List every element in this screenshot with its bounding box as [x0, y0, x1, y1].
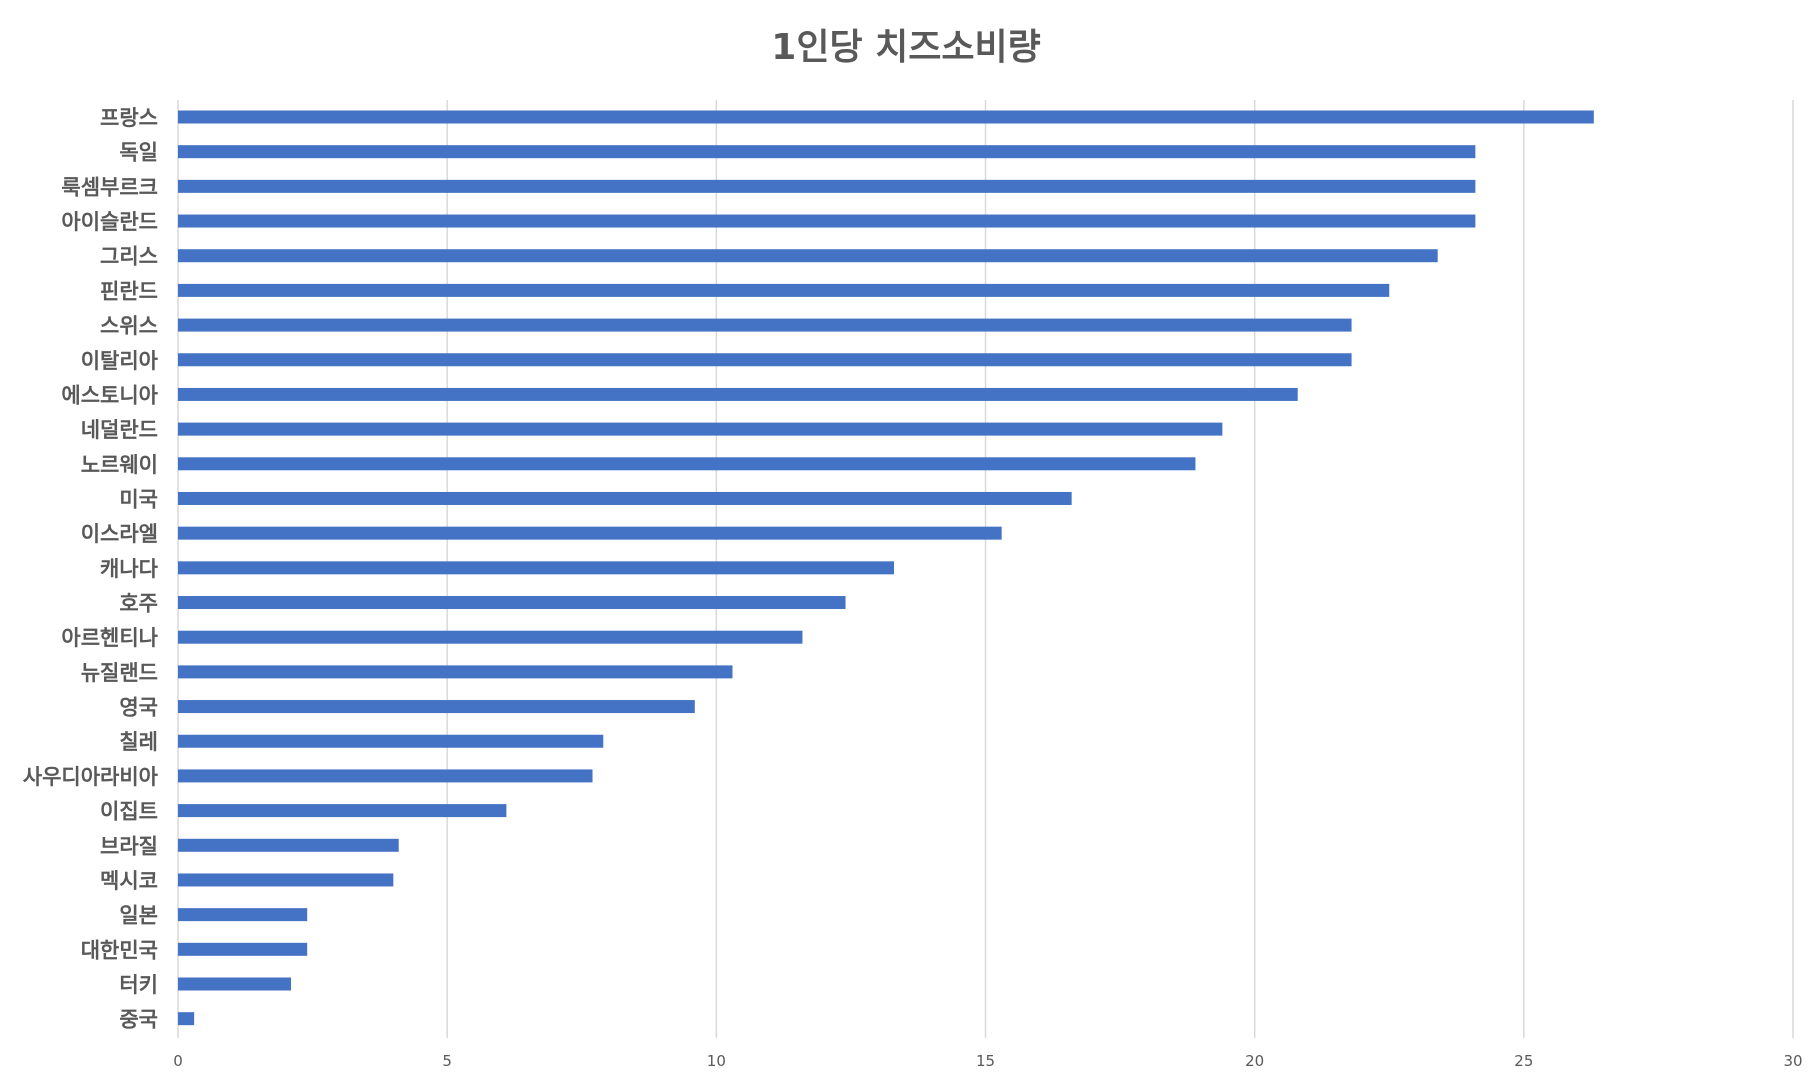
x-tick-label: 15: [976, 1052, 995, 1070]
category-label: 사우디아라비아: [23, 765, 159, 789]
bar: [178, 908, 308, 922]
bar: [178, 387, 1298, 401]
category-label: 룩셈부르크: [61, 175, 158, 199]
category-label: 중국: [119, 1008, 158, 1032]
category-label: 이탈리아: [81, 349, 159, 373]
category-label: 아르헨티나: [61, 626, 158, 650]
category-label: 멕시코: [100, 869, 158, 893]
bar: [178, 769, 593, 783]
category-label: 노르웨이: [81, 453, 158, 477]
bar: [178, 283, 1390, 297]
bar: [178, 249, 1438, 263]
bar: [178, 838, 399, 852]
bar: [178, 700, 695, 714]
bar: [178, 145, 1476, 159]
x-tick-label: 30: [1783, 1052, 1802, 1070]
category-label: 아이슬란드: [61, 210, 158, 234]
x-tick-label: 20: [1245, 1052, 1264, 1070]
category-label: 미국: [119, 487, 158, 511]
x-tick-label: 25: [1514, 1052, 1533, 1070]
bar: [178, 942, 308, 956]
bar: [178, 596, 846, 610]
category-label: 터키: [119, 973, 158, 997]
category-label: 대한민국: [81, 938, 158, 962]
category-label: 브라질: [100, 834, 158, 858]
bar: [178, 491, 1072, 505]
category-label: 이집트: [100, 800, 158, 824]
bar: [178, 110, 1594, 124]
bar: [178, 873, 394, 887]
category-label: 독일: [119, 141, 158, 165]
bar: [178, 804, 507, 818]
bar: [178, 630, 803, 644]
category-label: 캐나다: [100, 557, 159, 581]
category-label: 네덜란드: [81, 418, 158, 442]
bar: [178, 526, 1002, 540]
bar: [178, 1012, 195, 1026]
category-label: 핀란드: [100, 279, 158, 303]
bar: [178, 977, 292, 991]
bar: [178, 422, 1223, 436]
bar: [178, 734, 604, 748]
bar: [178, 179, 1476, 193]
bar: [178, 457, 1196, 471]
category-label: 영국: [119, 696, 158, 720]
bar: [178, 214, 1476, 228]
bar: [178, 318, 1352, 332]
x-tick-label: 5: [442, 1052, 452, 1070]
category-label: 일본: [119, 904, 158, 928]
x-tick-label: 0: [173, 1052, 183, 1070]
bar: [178, 561, 894, 575]
category-label: 칠레: [119, 730, 158, 754]
category-label: 호주: [119, 592, 158, 616]
category-label: 에스토니아: [61, 383, 158, 407]
x-tick-label: 10: [707, 1052, 726, 1070]
chart-title: 1인당 치즈소비량: [771, 27, 1041, 68]
category-label: 그리스: [100, 245, 158, 269]
category-label: 이스라엘: [81, 522, 158, 546]
category-label: 프랑스: [100, 106, 158, 130]
bar: [178, 353, 1352, 367]
category-label: 스위스: [100, 314, 158, 338]
bar: [178, 665, 733, 679]
category-label: 뉴질랜드: [81, 661, 158, 685]
